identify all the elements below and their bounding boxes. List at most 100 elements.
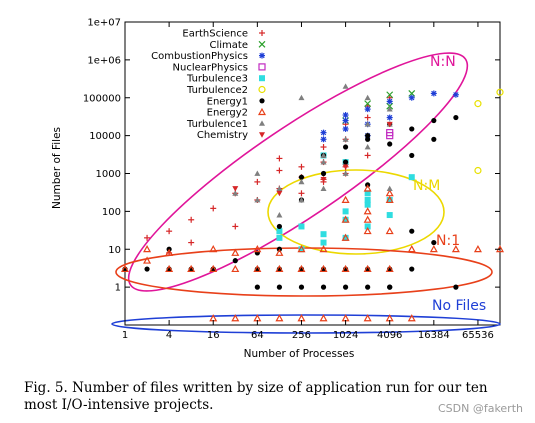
data-point: [320, 152, 327, 158]
data-point: [276, 284, 283, 290]
x-axis-label: Number of Processes: [244, 348, 355, 360]
data-point: [474, 100, 482, 108]
data-point: [275, 264, 284, 273]
data-point: [451, 245, 460, 253]
group-ellipse: [111, 314, 501, 334]
data-point: [232, 258, 238, 264]
y-tick-label: 1e+06: [87, 55, 121, 66]
group-label: N:N: [430, 54, 456, 70]
series-nuclearphysics: [386, 129, 394, 140]
data-point: [297, 245, 306, 253]
data-point: [298, 246, 305, 253]
data-point: [385, 226, 394, 235]
data-point: [342, 164, 349, 170]
series-energy1: [122, 114, 459, 290]
x-tick-label: 4096: [377, 330, 402, 341]
data-point: [166, 228, 173, 235]
data-point: [365, 136, 371, 142]
data-point: [364, 223, 371, 230]
data-point: [452, 91, 459, 98]
data-point: [143, 245, 152, 253]
figure-caption: Fig. 5. Number of files written by size …: [24, 380, 488, 413]
data-point: [275, 314, 284, 322]
data-point: [320, 185, 327, 191]
data-point: [320, 144, 327, 151]
scatter-chart: N:N N:M N:1 No Files EarthScienceClimateCom…: [51, 18, 505, 360]
group-ellipse: [267, 169, 445, 255]
data-point: [386, 129, 394, 137]
data-point: [364, 114, 371, 121]
data-point: [276, 190, 283, 197]
legend-label: Energy2: [207, 108, 248, 119]
legend-marker: [258, 85, 266, 94]
data-point: [364, 144, 371, 150]
data-point: [386, 121, 393, 128]
legend-label: NuclearPhysics: [173, 62, 248, 73]
data-point: [232, 190, 239, 196]
data-point: [342, 125, 349, 132]
legend: EarthScienceClimateCombustionPhysicsNucl…: [151, 29, 267, 141]
data-point: [363, 314, 372, 322]
data-point: [319, 264, 328, 273]
data-point: [210, 205, 217, 212]
data-point: [298, 94, 305, 101]
data-point: [143, 256, 152, 264]
x-tick-label: 256: [292, 330, 311, 341]
data-point: [342, 234, 349, 241]
data-point: [209, 245, 218, 253]
data-point: [364, 100, 372, 108]
legend-marker: [259, 98, 265, 104]
series-climate: [342, 90, 416, 124]
data-point: [253, 264, 262, 273]
data-point: [254, 178, 261, 185]
legend-label: CombustionPhysics: [151, 51, 248, 62]
data-point: [386, 114, 393, 121]
x-tick-label: 1: [122, 330, 128, 341]
data-point: [298, 196, 305, 203]
data-point: [496, 88, 504, 96]
data-point: [276, 228, 283, 235]
watermark: CSDN @fakerth: [437, 402, 523, 415]
data-point: [385, 195, 394, 203]
legend-label: EarthScience: [182, 29, 248, 40]
data-point: [409, 266, 415, 272]
legend-label: Chemistry: [197, 130, 248, 141]
data-point: [120, 264, 130, 273]
data-point: [387, 284, 393, 290]
data-point: [341, 233, 350, 241]
data-point: [320, 239, 327, 246]
data-point: [144, 234, 151, 241]
data-point: [407, 314, 416, 322]
y-tick-label: 1: [115, 283, 121, 294]
data-point: [298, 174, 305, 180]
data-point: [474, 166, 482, 175]
data-point: [232, 186, 239, 192]
y-tick-label: 10: [108, 245, 121, 256]
data-point: [429, 245, 438, 253]
group-label: N:M: [413, 178, 440, 194]
data-point: [431, 239, 437, 246]
data-point: [342, 284, 349, 290]
data-point: [209, 264, 218, 273]
data-point: [363, 184, 372, 192]
data-point: [342, 83, 349, 89]
legend-marker: [259, 132, 265, 138]
data-point: [144, 266, 150, 272]
data-point: [320, 129, 327, 136]
data-point: [298, 163, 305, 170]
data-point: [253, 314, 262, 322]
data-point: [363, 215, 372, 223]
data-point: [342, 216, 349, 223]
data-point: [276, 167, 283, 174]
data-point: [187, 264, 196, 273]
data-point: [342, 208, 349, 215]
y-tick-label: 100000: [83, 93, 121, 104]
data-point: [254, 284, 260, 290]
data-point: [363, 264, 372, 273]
data-point: [407, 245, 416, 253]
data-point: [275, 248, 284, 256]
data-point: [453, 284, 459, 290]
legend-label: Turbulence2: [186, 85, 248, 96]
data-point: [364, 152, 371, 159]
data-point: [320, 231, 327, 238]
